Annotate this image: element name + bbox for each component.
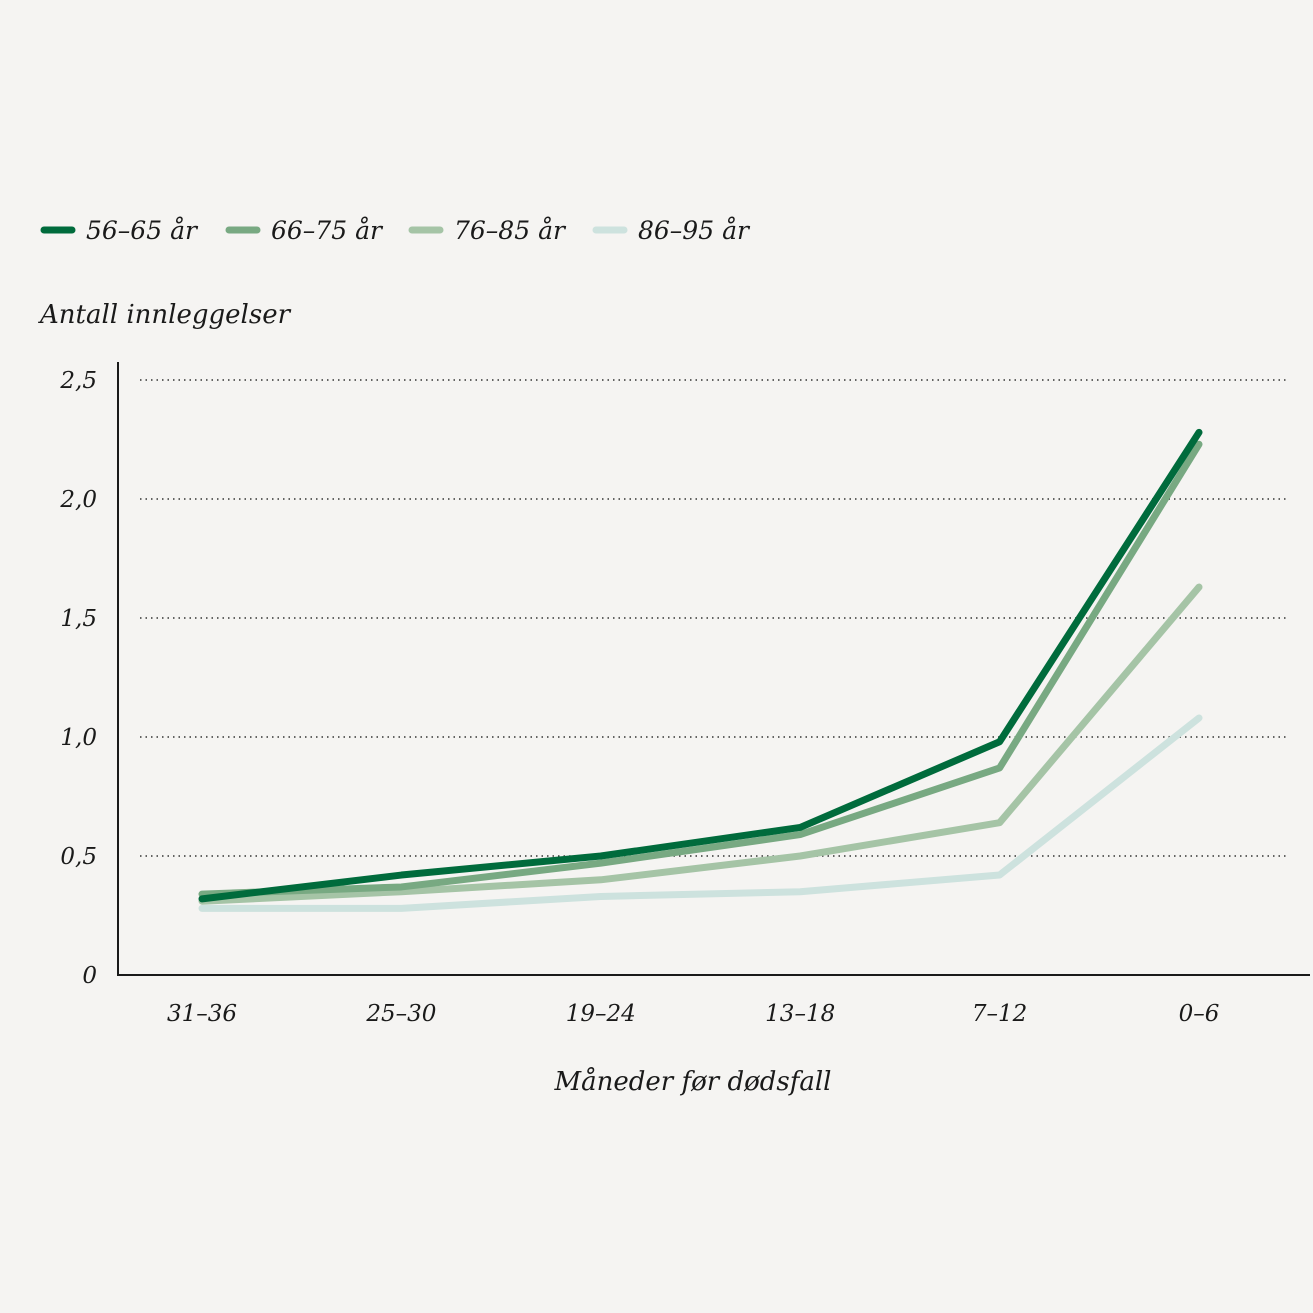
y-tick-label: 1,5 — [60, 606, 97, 632]
series-line — [198, 583, 1203, 905]
x-tick-label: 31–36 — [167, 1001, 237, 1027]
x-tick-label: 0–6 — [1179, 1001, 1220, 1027]
legend-item: 66–75 år — [225, 216, 384, 245]
series-lines — [198, 428, 1203, 912]
legend-item: 56–65 år — [40, 216, 199, 245]
y-tick-label: 0 — [82, 963, 97, 989]
y-tick-label: 2,0 — [59, 487, 97, 513]
y-axis-title: Antall innleggelser — [38, 300, 292, 330]
x-axis-ticks: 31–36 25–30 19–24 13–18 7–12 0–6 — [167, 1001, 1219, 1027]
legend-label: 76–85 år — [454, 216, 567, 245]
legend-label: 86–95 år — [638, 216, 751, 245]
legend-item: 76–85 år — [408, 216, 567, 245]
series-line — [198, 440, 1203, 898]
y-axis-ticks: 0 0,5 1,0 1,5 2,0 2,5 — [59, 368, 97, 989]
x-axis-title: Måneder før dødsfall — [554, 1066, 832, 1097]
legend-label: 66–75 år — [271, 216, 384, 245]
series-line — [198, 714, 1203, 912]
y-tick-label: 2,5 — [59, 368, 97, 394]
x-tick-label: 25–30 — [365, 1001, 436, 1027]
x-tick-label: 19–24 — [566, 1001, 636, 1027]
legend-item: 86–95 år — [592, 216, 751, 245]
y-tick-label: 0,5 — [60, 844, 97, 870]
y-tick-label: 1,0 — [60, 725, 97, 751]
legend-label: 56–65 år — [86, 216, 199, 245]
x-tick-label: 13–18 — [765, 1001, 835, 1027]
series-line — [198, 428, 1203, 903]
x-tick-label: 7–12 — [972, 1001, 1027, 1027]
legend: 56–65 år 66–75 år 76–85 år 86–95 år — [40, 216, 751, 245]
axes — [117, 362, 1310, 976]
